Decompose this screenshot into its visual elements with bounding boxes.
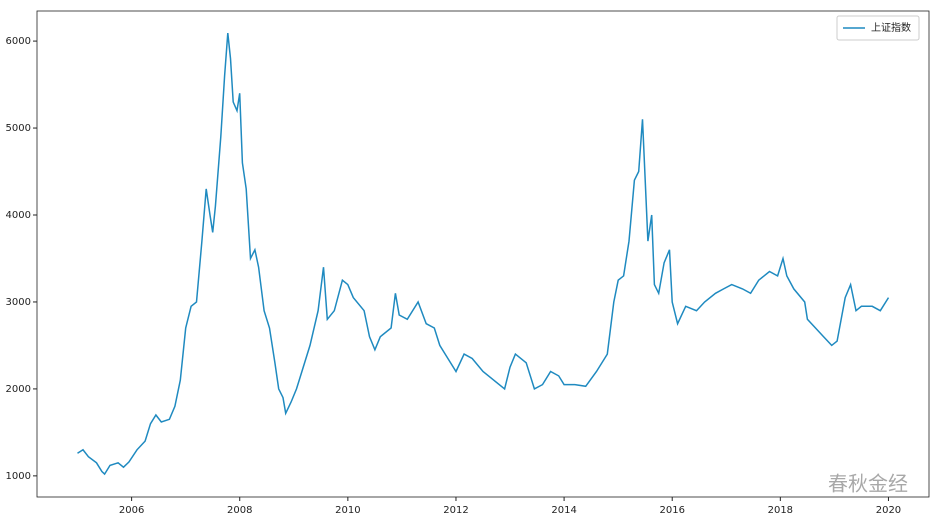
- x-tick-label: 2010: [335, 505, 360, 516]
- y-tick-label: 2000: [6, 384, 31, 395]
- x-tick-label: 2006: [119, 505, 144, 516]
- x-tick-label: 2018: [768, 505, 793, 516]
- legend-box: [836, 15, 920, 41]
- y-tick-label: 6000: [6, 36, 31, 47]
- y-tick-label: 5000: [6, 123, 31, 134]
- x-tick-label: 2016: [659, 505, 684, 516]
- legend-label: 上证指数: [871, 21, 911, 34]
- plot-frame: [36, 10, 930, 498]
- x-tick-label: 2014: [551, 505, 576, 516]
- x-tick-label: 2020: [876, 505, 901, 516]
- y-tick-label: 3000: [6, 297, 31, 308]
- series-line: [77, 33, 890, 476]
- y-tick-label: 4000: [6, 210, 31, 221]
- watermark: 春秋金经: [828, 472, 908, 496]
- x-tick-label: 2012: [443, 505, 468, 516]
- x-tick-label: 2008: [227, 505, 252, 516]
- y-tick-label: 1000: [6, 471, 31, 482]
